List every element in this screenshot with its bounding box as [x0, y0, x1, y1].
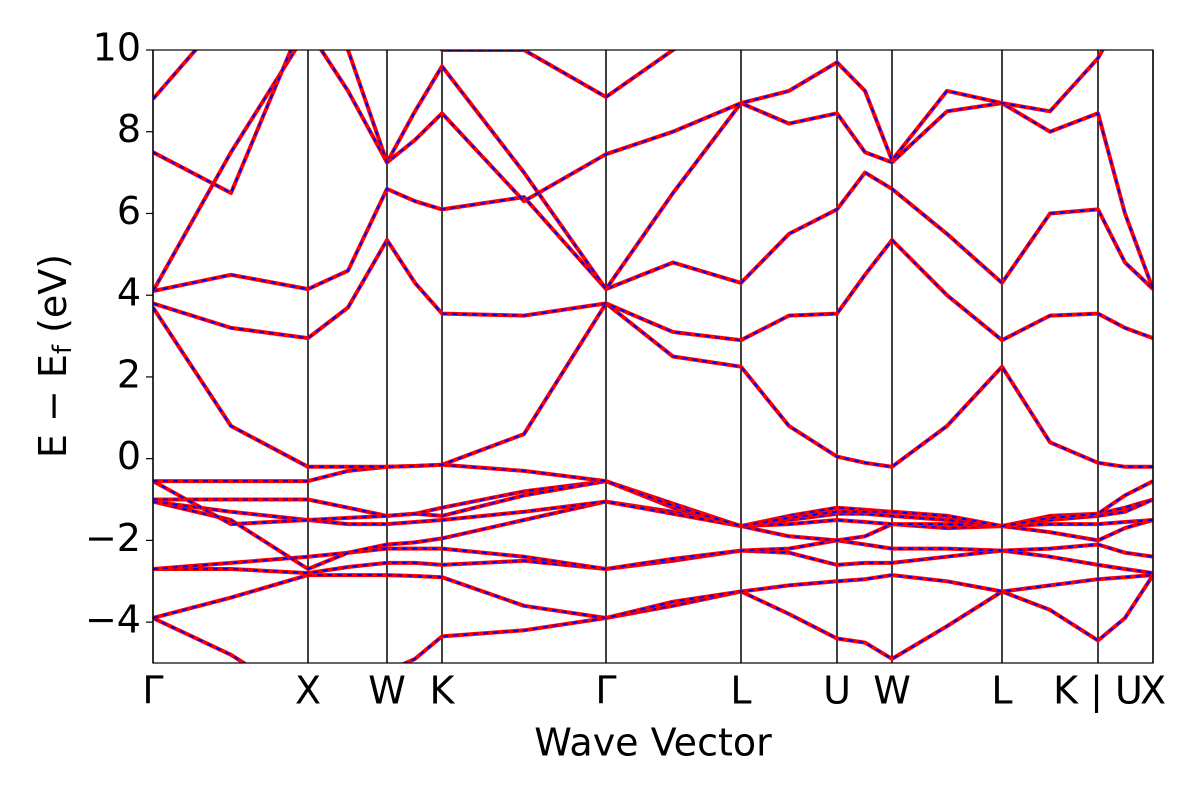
x-axis-label: Wave Vector	[534, 721, 772, 765]
x-tick-label: W	[368, 669, 406, 713]
band-line-dashed	[153, 171, 1153, 293]
bands	[153, 50, 1153, 663]
y-label-unit: (eV)	[31, 254, 75, 333]
y-label-sub: f	[48, 344, 78, 354]
y-tick-label: 8	[117, 107, 141, 151]
x-tick-label: X	[1140, 669, 1166, 713]
band-line-dashed	[153, 500, 1153, 570]
x-tick-label: U	[823, 669, 851, 713]
x-tick-label: K | U	[1053, 669, 1143, 714]
plot-frame	[152, 49, 1154, 664]
y-tick-label: 0	[117, 434, 141, 478]
x-tick-label: W	[873, 669, 911, 713]
x-tick-label: Γ	[142, 669, 163, 713]
x-tick-label: L	[730, 669, 751, 713]
y-tick-label: 10	[93, 26, 141, 70]
x-tick-label: L	[991, 669, 1012, 713]
x-tick-label: K	[430, 669, 456, 713]
y-tick-label: 2	[117, 352, 141, 396]
band-line-dashed	[153, 50, 1104, 203]
y-tick-label: −2	[85, 516, 141, 560]
x-tick-label: Γ	[595, 669, 616, 713]
band-line-dashed	[153, 239, 1153, 342]
band-line-dashed	[153, 463, 1153, 528]
y-tick-label: 4	[117, 271, 141, 315]
y-label-main: E − E	[31, 354, 75, 458]
x-tick-label: X	[295, 669, 321, 713]
band-line-dashed	[153, 539, 1153, 570]
y-tick-label: 6	[117, 189, 141, 233]
y-axis-label: E − Ef (eV)	[31, 254, 78, 458]
band-line-dashed	[153, 302, 1153, 468]
band-line-dashed	[153, 50, 1153, 292]
y-tick-label: −4	[85, 598, 141, 642]
band-line-dashed	[153, 574, 1153, 619]
